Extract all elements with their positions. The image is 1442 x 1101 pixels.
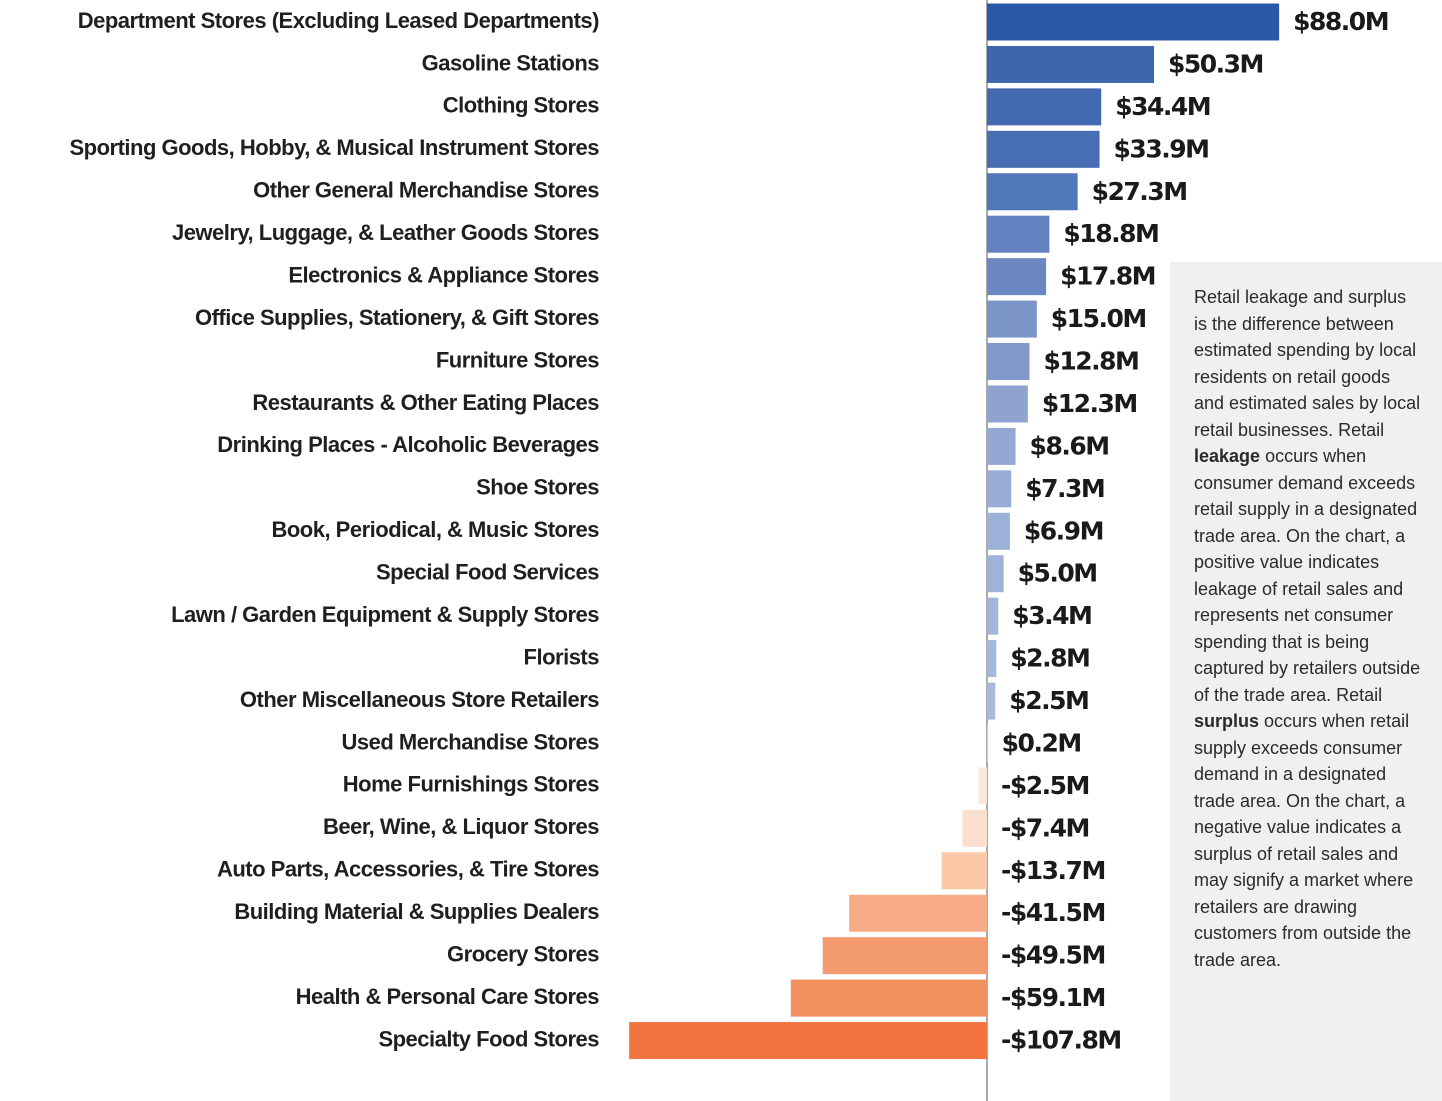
bar <box>822 937 987 975</box>
value-label: $8.6M <box>1030 431 1109 460</box>
bar <box>987 512 1010 550</box>
category-label: Florists <box>524 644 600 669</box>
category-label: Health & Personal Care Stores <box>296 984 600 1009</box>
bar <box>978 767 987 805</box>
category-label: Drinking Places - Alcoholic Beverages <box>217 432 599 457</box>
bar <box>962 809 987 847</box>
bar <box>987 555 1004 593</box>
value-label: -$107.8M <box>1001 1026 1121 1055</box>
bar <box>987 640 997 678</box>
category-label: Gasoline Stations <box>422 50 600 75</box>
note-text: occurs when consumer demand exceeds reta… <box>1194 446 1421 705</box>
category-label: Special Food Services <box>376 560 599 585</box>
category-label: Auto Parts, Accessories, & Tire Stores <box>217 857 599 882</box>
category-label: Home Furnishings Stores <box>343 772 599 797</box>
value-label: $5.0M <box>1018 559 1097 588</box>
value-label: -$49.5M <box>1001 941 1105 970</box>
category-label: Restaurants & Other Eating Places <box>252 390 599 415</box>
bar <box>987 470 1012 508</box>
category-label: Book, Periodical, & Music Stores <box>271 517 599 542</box>
bar <box>629 1022 987 1060</box>
value-label: $3.4M <box>1012 601 1091 630</box>
category-label: Sporting Goods, Hobby, & Musical Instrum… <box>69 135 599 160</box>
value-label: -$59.1M <box>1001 983 1105 1012</box>
category-label: Building Material & Supplies Dealers <box>234 899 599 924</box>
value-label: $88.0M <box>1293 7 1388 36</box>
value-label: $15.0M <box>1051 304 1146 333</box>
value-label: -$7.4M <box>1001 813 1089 842</box>
category-label: Electronics & Appliance Stores <box>288 262 599 287</box>
note-box: Retail leakage and surplus is the differ… <box>1170 262 1442 1101</box>
bar <box>987 343 1030 381</box>
category-label: Clothing Stores <box>443 93 600 118</box>
value-label: $0.2M <box>1002 728 1081 757</box>
category-label: Department Stores (Excluding Leased Depa… <box>78 8 599 33</box>
value-label: $12.3M <box>1042 389 1137 418</box>
value-label: -$41.5M <box>1001 898 1105 927</box>
category-label: Grocery Stores <box>447 941 599 966</box>
value-label: $50.3M <box>1168 49 1263 78</box>
category-label: Office Supplies, Stationery, & Gift Stor… <box>195 305 599 330</box>
note-bold: leakage <box>1194 446 1261 466</box>
category-label: Other General Merchandise Stores <box>253 178 599 203</box>
bar <box>941 852 987 890</box>
value-label: $33.9M <box>1114 134 1209 163</box>
value-label: -$13.7M <box>1001 856 1105 885</box>
note-bold: surplus <box>1194 711 1260 731</box>
category-label: Lawn / Garden Equipment & Supply Stores <box>171 602 599 627</box>
category-label: Other Miscellaneous Store Retailers <box>240 687 599 712</box>
bar <box>987 45 1154 83</box>
category-label: Used Merchandise Stores <box>342 729 600 754</box>
value-label: $2.8M <box>1010 644 1089 673</box>
category-label: Beer, Wine, & Liquor Stores <box>323 814 599 839</box>
bar <box>987 597 999 635</box>
bar <box>790 979 987 1017</box>
bar <box>987 385 1028 423</box>
category-label: Furniture Stores <box>436 347 599 372</box>
bar <box>987 682 996 720</box>
value-label: $2.5M <box>1009 686 1088 715</box>
value-label: $7.3M <box>1025 474 1104 503</box>
value-label: $12.8M <box>1043 347 1138 376</box>
bar <box>987 300 1037 338</box>
bar <box>987 3 1280 41</box>
category-label: Specialty Food Stores <box>378 1026 599 1051</box>
value-label: $18.8M <box>1063 219 1158 248</box>
value-label: $34.4M <box>1115 92 1210 121</box>
bar <box>987 215 1050 253</box>
bar <box>987 427 1016 465</box>
bar <box>987 258 1047 296</box>
bar <box>987 88 1102 126</box>
note-text: occurs when retail supply exceeds consum… <box>1194 711 1414 970</box>
category-label: Jewelry, Luggage, & Leather Goods Stores <box>172 220 599 245</box>
category-label: Shoe Stores <box>476 475 599 500</box>
value-label: $17.8M <box>1060 262 1155 291</box>
bar <box>987 724 988 762</box>
bar <box>987 173 1078 211</box>
value-label: -$2.5M <box>1001 771 1089 800</box>
note-text: Retail leakage and surplus is the differ… <box>1194 287 1421 440</box>
value-label: $27.3M <box>1092 177 1187 206</box>
bar <box>849 894 987 932</box>
value-label: $6.9M <box>1024 516 1103 545</box>
bar <box>987 130 1100 168</box>
